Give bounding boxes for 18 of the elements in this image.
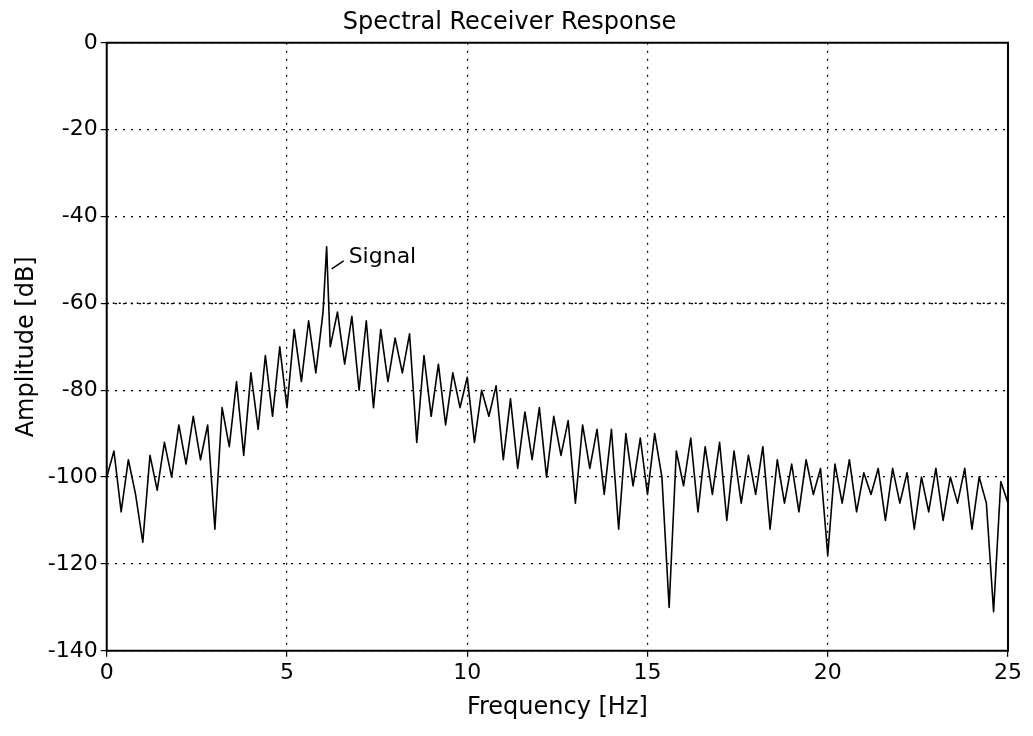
y-tick-label: -60 xyxy=(61,289,98,315)
y-tick-label: -40 xyxy=(61,202,98,228)
x-axis-title: Frequency [Hz] xyxy=(466,691,648,720)
x-tick-label: 15 xyxy=(633,658,662,684)
chart-title: Spectral Receiver Response xyxy=(342,6,677,35)
y-tick-label: -100 xyxy=(47,462,98,488)
y-tick-label: 0 xyxy=(83,28,98,54)
x-tick-label: 10 xyxy=(453,658,482,684)
x-tick-label: 0 xyxy=(99,658,114,684)
y-tick-label: -20 xyxy=(61,115,98,141)
y-tick-label: -120 xyxy=(47,549,98,575)
x-tick-label: 25 xyxy=(994,658,1022,684)
x-tick-label: 20 xyxy=(813,658,842,684)
y-axis-title: Amplitude [dB] xyxy=(10,256,39,438)
annotation: Signal xyxy=(348,242,417,268)
y-tick-label: -140 xyxy=(47,636,98,662)
x-tick-label: 5 xyxy=(279,658,294,684)
y-tick-label: -80 xyxy=(61,375,98,401)
